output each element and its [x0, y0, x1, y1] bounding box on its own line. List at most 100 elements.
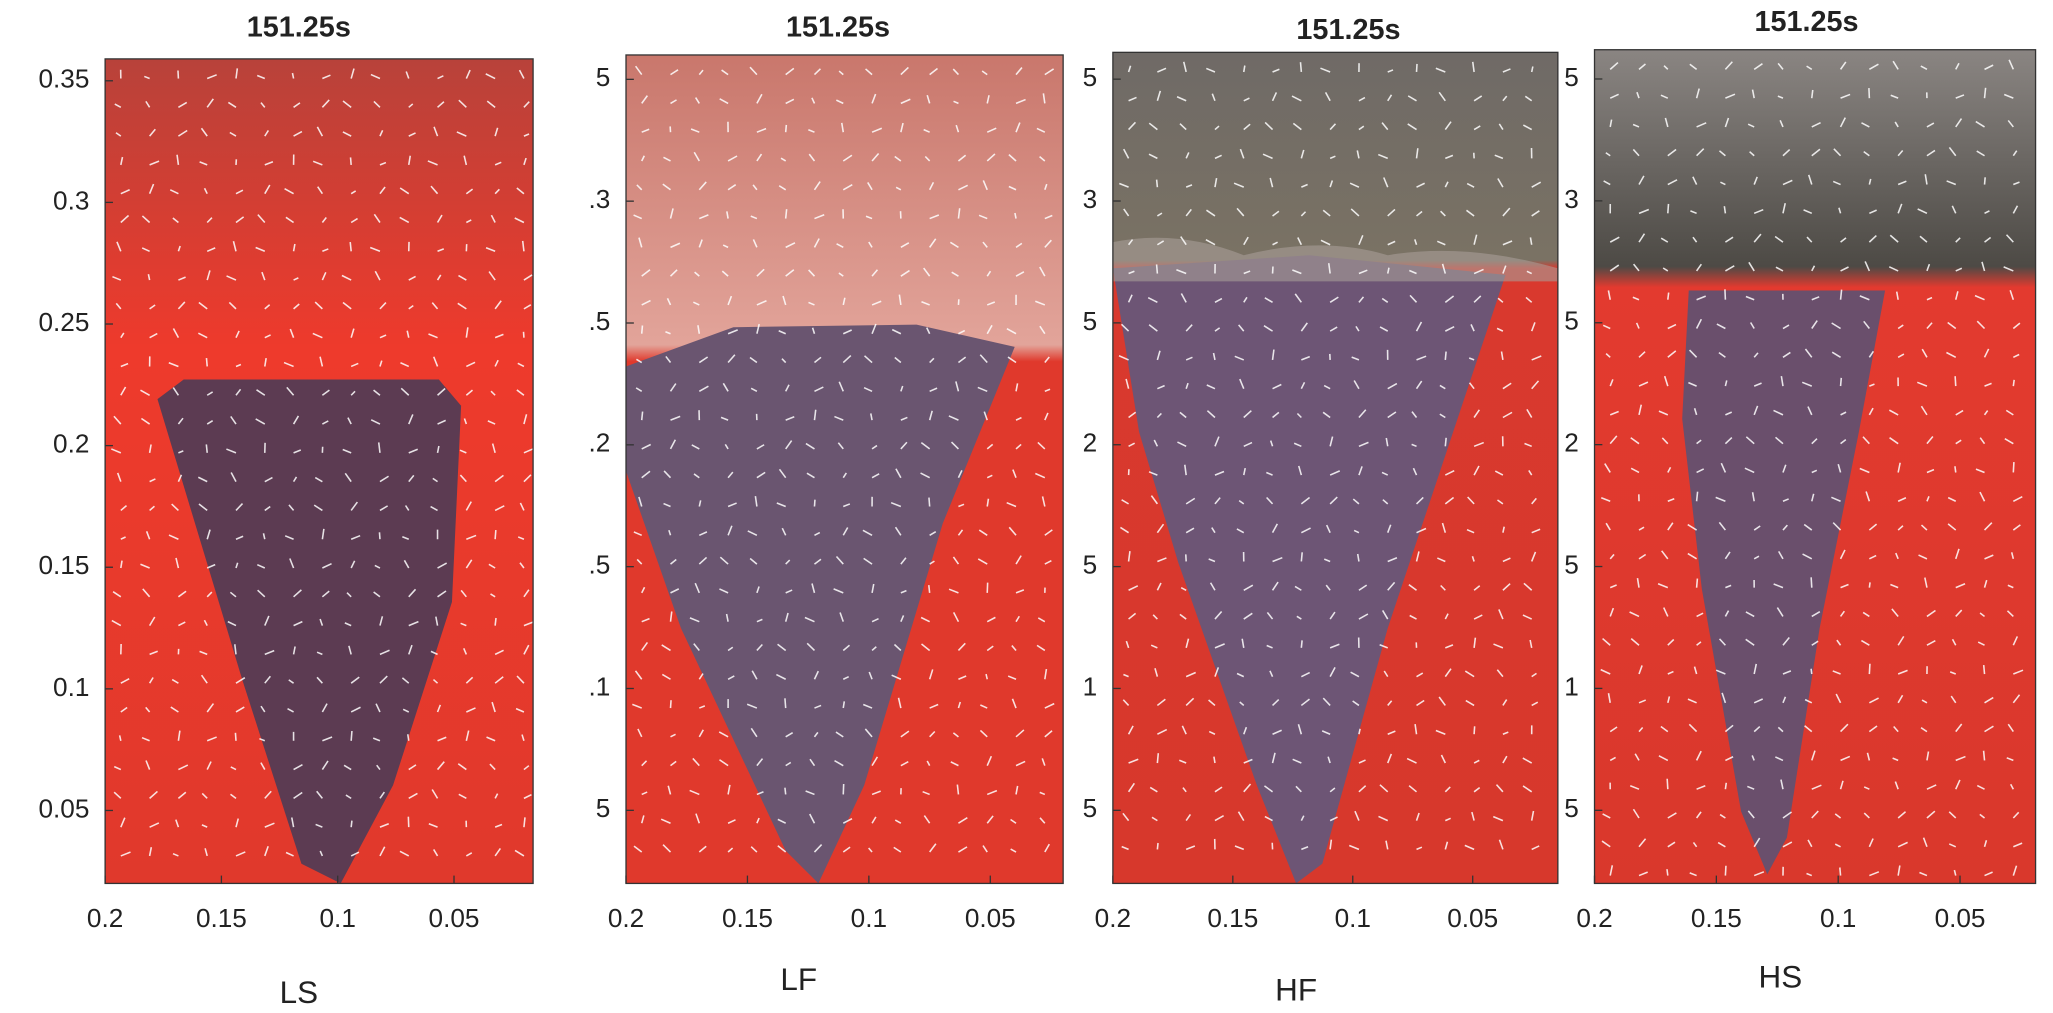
vector [1157, 67, 1167, 73]
vector [430, 185, 439, 195]
x-tick-label: 0.15 [1207, 903, 1258, 933]
vector [1243, 726, 1248, 735]
vector [756, 758, 764, 767]
vector [436, 761, 445, 771]
vector [670, 733, 676, 738]
vector [1955, 779, 1961, 790]
vector [1128, 585, 1139, 591]
vector [1602, 637, 1611, 646]
vector [2009, 290, 2015, 300]
vector [1921, 348, 1928, 358]
vector [1044, 68, 1055, 76]
vector [1011, 698, 1017, 709]
vector [1271, 349, 1275, 361]
vector [1638, 351, 1646, 358]
vector [403, 559, 410, 569]
vector [1444, 496, 1455, 505]
vector [1444, 326, 1455, 332]
vector [1493, 643, 1504, 649]
vector [842, 817, 853, 824]
vector [632, 703, 643, 709]
vector [727, 502, 737, 508]
vector [1015, 67, 1023, 76]
vector [1977, 641, 1985, 646]
vector [1295, 785, 1302, 793]
y-tick-label: .2 [588, 428, 610, 458]
vector [1157, 728, 1168, 735]
vector [756, 323, 760, 334]
vector [724, 443, 729, 450]
vector [1322, 411, 1331, 419]
vector [669, 208, 674, 219]
vector [900, 589, 907, 594]
vector [1920, 405, 1928, 416]
vector [1292, 758, 1302, 764]
vector [321, 389, 330, 396]
vector [694, 271, 700, 277]
vector [1495, 784, 1504, 793]
vector [1445, 644, 1454, 649]
vector [1297, 465, 1303, 476]
vector [727, 354, 736, 364]
vector [1748, 261, 1755, 272]
vector [289, 558, 295, 569]
vector [1806, 236, 1813, 243]
vector [1749, 151, 1755, 157]
vector [2006, 757, 2014, 762]
vector [1269, 177, 1274, 188]
vector [1037, 441, 1046, 450]
vector [523, 414, 528, 425]
vector [2012, 524, 2021, 531]
vector [1803, 209, 1813, 215]
vector [283, 361, 294, 368]
vector [1660, 237, 1669, 243]
vector [727, 329, 738, 335]
vector [1156, 523, 1165, 534]
vector [1667, 638, 1675, 646]
vector [1984, 696, 1994, 704]
vector [1329, 470, 1341, 476]
vector [1954, 466, 1957, 473]
vector [1292, 122, 1302, 131]
vector [177, 730, 181, 741]
vector [1352, 498, 1360, 505]
vector [1180, 236, 1187, 246]
vector [756, 643, 763, 651]
vector [350, 501, 359, 511]
vector [287, 707, 294, 713]
vector [1840, 237, 1847, 243]
vector [1387, 240, 1396, 246]
vector [1753, 208, 1764, 215]
vector [149, 304, 156, 310]
vector [120, 706, 128, 713]
vector [1153, 439, 1159, 447]
vector [168, 361, 179, 368]
vector [900, 416, 908, 421]
vector [1955, 439, 1962, 445]
x-tick-label: 0.1 [320, 903, 356, 933]
vector [1297, 724, 1303, 735]
vector [756, 153, 763, 162]
vector [813, 238, 820, 248]
vector [460, 589, 467, 598]
x-tick-label: 0.1 [1820, 903, 1856, 933]
vector [921, 300, 930, 306]
vector [1531, 181, 1542, 188]
vector [115, 132, 122, 137]
vector [348, 645, 352, 655]
vector [749, 557, 758, 565]
vector [1695, 318, 1703, 329]
vector [727, 847, 734, 853]
vector [1981, 261, 1986, 272]
vector [321, 760, 329, 770]
vector [900, 615, 905, 622]
vector [1414, 239, 1418, 245]
vector [264, 304, 271, 310]
vector [1801, 381, 1813, 387]
vector [206, 420, 214, 425]
vector [141, 736, 150, 742]
vector [1272, 210, 1280, 217]
vector [1811, 121, 1821, 128]
vector [721, 270, 729, 277]
vector [1724, 551, 1731, 560]
